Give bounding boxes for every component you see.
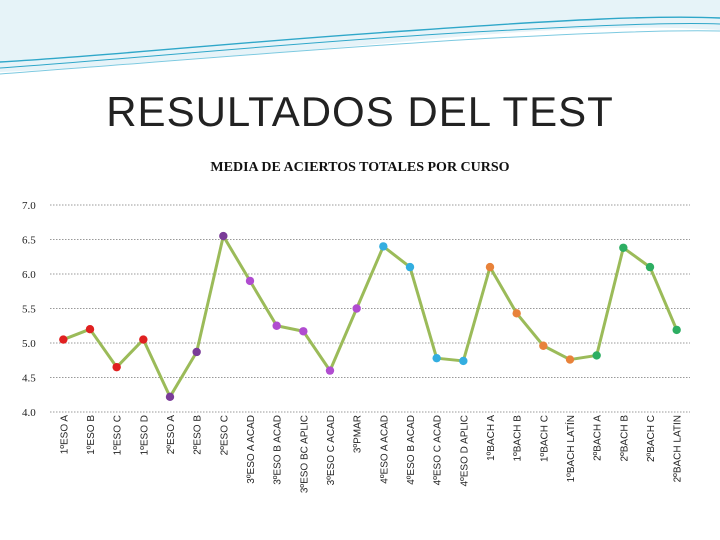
data-point — [299, 327, 308, 336]
data-point — [645, 262, 655, 272]
x-tick-label: 3ºESO C ACAD — [326, 415, 337, 485]
data-point — [432, 353, 441, 363]
y-tick-label: 4.5 — [22, 373, 36, 385]
slide-title: RESULTADOS DEL TEST — [106, 88, 614, 135]
y-tick-label: 5.0 — [22, 338, 36, 350]
data-point — [245, 276, 255, 286]
data-point — [325, 366, 335, 375]
y-tick-label: 5.5 — [22, 304, 36, 316]
data-point — [379, 242, 388, 251]
data-point — [192, 347, 201, 357]
y-axis-ticks: 4.0 4.5 5.0 5.5 6.0 6.5 7.0 — [22, 200, 36, 419]
x-tick-label: 2ºESO B — [193, 415, 204, 455]
data-point — [112, 362, 121, 372]
data-point — [592, 351, 601, 360]
x-tick-label: 2ºESO A — [166, 415, 177, 455]
x-tick-label: 1ºBACH B — [513, 415, 524, 462]
data-point — [352, 304, 361, 313]
x-tick-label: 1ºBACH A — [486, 415, 497, 461]
x-tick-label: 1ºESO B — [86, 415, 97, 455]
y-tick-label: 7.0 — [22, 200, 36, 212]
x-tick-label: 4ºESO B ACAD — [406, 415, 417, 485]
x-tick-label: 3ºESO B ACAD — [273, 415, 284, 485]
x-tick-label: 2ºBACH LATIN — [673, 415, 684, 482]
data-point — [219, 231, 228, 241]
data-point — [565, 355, 575, 364]
y-tick-label: 6.0 — [22, 269, 36, 281]
x-tick-label: 1ºESO A — [59, 415, 70, 455]
data-point — [619, 243, 628, 252]
x-tick-label: 3ºESO A ACAD — [246, 415, 257, 484]
data-point — [405, 262, 415, 272]
x-tick-label: 4ºESO D APLIC — [459, 415, 470, 486]
x-tick-label: 1ºBACH C — [539, 415, 550, 462]
x-tick-label: 1ºESO C — [113, 415, 124, 455]
x-tick-label: 1ºBACH LATÍN — [564, 415, 577, 482]
data-point — [672, 325, 681, 335]
series-line — [62, 234, 679, 399]
data-point — [165, 392, 175, 402]
data-point — [485, 262, 495, 272]
x-tick-label: 2ºBACH C — [646, 415, 657, 462]
chart-title: MEDIA DE ACIERTOS TOTALES POR CURSO — [210, 160, 510, 175]
y-tick-label: 4.0 — [22, 407, 36, 419]
data-point — [539, 341, 548, 350]
x-tick-label: 3ºESO BC APLIC — [299, 415, 310, 493]
x-tick-label: 1ºESO D — [139, 415, 150, 455]
x-tick-label: 4ºESO A ACAD — [379, 415, 390, 484]
data-point — [85, 325, 95, 334]
line-chart: 4.04.55.05.56.06.57.0 1ºESO A 1ºESO B 1ºES… — [22, 200, 690, 493]
x-tick-label: 2ºBACH A — [593, 415, 604, 461]
x-tick-label: 3ºPMAR — [353, 415, 364, 453]
header-wave-decoration — [0, 0, 720, 75]
y-tick-label: 6.5 — [22, 235, 36, 247]
data-point — [459, 356, 468, 366]
data-points — [59, 231, 681, 402]
data-point — [512, 309, 521, 318]
data-point — [272, 321, 281, 330]
data-point — [139, 335, 148, 344]
x-tick-label: 4ºESO C ACAD — [433, 415, 444, 485]
x-tick-label: 2ºESO C — [219, 415, 230, 455]
x-tick-label: 2ºBACH B — [619, 415, 630, 462]
grid-lines — [50, 204, 690, 413]
x-axis-ticks: 1ºESO A 1ºESO B 1ºESO C 1ºESO D 2ºESO A 2ºESO… — [59, 415, 683, 493]
data-point — [59, 335, 68, 344]
